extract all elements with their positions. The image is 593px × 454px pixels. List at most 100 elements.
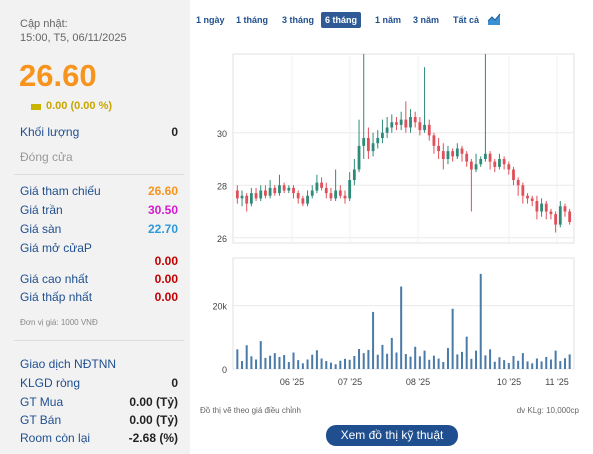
candle-body xyxy=(324,187,328,194)
candle-body xyxy=(240,195,244,199)
price-tick-label: 30 xyxy=(217,129,227,139)
technical-chart-button[interactable]: Xem đồ thị kỹ thuật xyxy=(326,425,458,446)
volume-bar xyxy=(531,363,534,369)
volume-bar xyxy=(376,354,379,369)
x-tick-label: 06 '25 xyxy=(280,377,304,387)
candle-body xyxy=(338,190,342,196)
candle-body xyxy=(427,124,431,136)
volume-bar xyxy=(315,350,318,369)
volume-bar xyxy=(442,362,445,369)
candle-body xyxy=(404,119,408,128)
ref-price-label: Giá tham chiếu xyxy=(20,184,101,198)
tab-1-month[interactable]: 1 tháng xyxy=(236,15,269,25)
volume-bar xyxy=(329,362,332,369)
volume-bar xyxy=(493,361,496,369)
room-label: Room còn lại xyxy=(20,431,91,445)
open-price-label: Giá mở cửaP xyxy=(20,241,92,255)
candle-body xyxy=(558,206,562,225)
volume-bar xyxy=(334,364,337,369)
candle-body xyxy=(310,190,314,196)
volume-bar xyxy=(301,363,304,369)
volume-bar xyxy=(409,356,412,369)
room-row: Room còn lại -2.68 (%) xyxy=(20,431,178,447)
area-chart-icon[interactable] xyxy=(487,12,501,26)
volume-tick-label: 0 xyxy=(222,365,227,375)
volume-bar xyxy=(372,311,375,369)
low-price-label: Giá thấp nhất xyxy=(20,290,93,304)
candle-body xyxy=(498,159,501,167)
foreign-title-row: Giao dịch NĐTNN xyxy=(20,357,178,373)
candle-body xyxy=(371,143,375,152)
candle-body xyxy=(273,187,277,194)
summary-panel: Cập nhật: 15:00, T5, 06/11/2025 26.60 0.… xyxy=(0,0,190,454)
x-tick-label: 08 '25 xyxy=(406,377,430,387)
volume-bar xyxy=(325,361,328,369)
volume-bar xyxy=(400,286,403,369)
candle-body xyxy=(437,145,441,152)
volume-bar xyxy=(456,354,459,369)
candle-body xyxy=(268,187,272,196)
foreign-net-row: KLGD ròng 0 xyxy=(20,376,178,392)
status-row: Đóng cửa xyxy=(20,150,178,166)
candle-body xyxy=(516,180,520,186)
candle-body xyxy=(348,180,352,199)
volume-bar xyxy=(521,353,524,369)
floor-price-value: 22.70 xyxy=(147,222,178,236)
candle-body xyxy=(418,122,422,131)
update-info: Cập nhật: 15:00, T5, 06/11/2025 xyxy=(20,17,127,45)
low-price-value: 0.00 xyxy=(154,290,178,304)
open-price-row: 0.00 xyxy=(20,254,178,270)
candle-body xyxy=(535,201,539,212)
candle-body xyxy=(460,148,464,154)
price-tick-label: 28 xyxy=(217,181,227,191)
candle-body xyxy=(423,124,426,131)
volume-label: Khối lượng xyxy=(20,125,80,139)
price-tick-label: 26 xyxy=(217,234,227,244)
tab-3-months[interactable]: 3 tháng xyxy=(282,15,315,25)
volume-bar xyxy=(241,361,244,369)
ceiling-price-value: 30.50 xyxy=(147,203,178,217)
volume-bar xyxy=(255,359,258,369)
volume-value: 0 xyxy=(171,125,178,139)
volume-bar xyxy=(535,358,538,369)
candle-body xyxy=(320,182,323,188)
ceiling-price-label: Giá trần xyxy=(20,203,63,217)
candle-body xyxy=(235,190,239,199)
foreign-buy-label: GT Mua xyxy=(20,395,64,409)
volume-tick-label: 20k xyxy=(212,302,227,312)
tab-1-day[interactable]: 1 ngày xyxy=(196,15,225,25)
candle-body xyxy=(395,122,398,125)
candle-body xyxy=(278,185,281,194)
volume-bar xyxy=(540,361,543,369)
volume-bar xyxy=(250,356,253,369)
candle-body xyxy=(451,151,455,157)
tab-all[interactable]: Tất cả xyxy=(453,15,480,25)
divider xyxy=(14,340,184,341)
volume-unit-note: dv KLg: 10,000cp xyxy=(516,406,579,415)
volume-bar xyxy=(306,359,309,369)
candle-body xyxy=(441,151,445,159)
volume-bar xyxy=(292,352,295,369)
tab-3-years[interactable]: 3 năm xyxy=(413,15,440,25)
volume-bar xyxy=(470,358,473,369)
volume-bar xyxy=(264,357,267,369)
volume-bar xyxy=(507,362,510,369)
open-price-value: 0.00 xyxy=(154,254,178,268)
candle-body xyxy=(488,153,492,162)
candle-body xyxy=(343,195,347,199)
volume-bar xyxy=(423,350,426,369)
volume-bar xyxy=(479,273,482,369)
candle-body xyxy=(455,148,459,157)
x-tick-label: 10 '25 xyxy=(497,377,521,387)
tab-6-months[interactable]: 6 tháng xyxy=(321,12,362,28)
volume-bar xyxy=(428,359,431,369)
x-tick-label: 11 '25 xyxy=(545,377,569,387)
candle-body xyxy=(385,127,389,133)
tab-1-year[interactable]: 1 năm xyxy=(375,15,402,25)
candle-body xyxy=(381,132,384,138)
candle-body xyxy=(413,117,417,123)
volume-bar xyxy=(568,354,571,369)
volume-bar xyxy=(461,351,464,369)
candle-body xyxy=(554,214,558,225)
price-panel xyxy=(232,53,575,244)
